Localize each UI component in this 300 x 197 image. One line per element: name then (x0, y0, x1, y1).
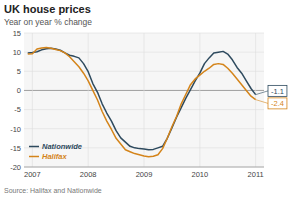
subtitle: Year on year % change (4, 17, 92, 27)
tick-label: 2008 (80, 170, 97, 179)
annotation-connector (256, 100, 268, 104)
tick-label: 0 (17, 86, 21, 95)
tick-label: 2011 (248, 170, 264, 179)
tick-label: 15 (13, 29, 21, 38)
grid-line (199, 33, 200, 167)
tick-label: -10 (10, 125, 21, 134)
legend-entry: Nationwide (42, 142, 82, 151)
grid-line (144, 33, 145, 167)
tick-label: -5 (14, 105, 21, 114)
legend-entry: Halifax (42, 152, 67, 161)
chart: UK house prices Year on year % change Sour… (0, 0, 300, 197)
annotation-box (268, 85, 287, 96)
grid-line (24, 167, 264, 168)
tick-label: -20 (10, 163, 21, 172)
legend-swatch (29, 146, 39, 148)
tick-label: 2009 (136, 170, 153, 179)
tick-label: 5 (17, 67, 21, 76)
legend-swatch (29, 156, 39, 158)
tick-label: 2010 (191, 170, 208, 179)
series-line (28, 48, 256, 157)
tick-label: 10 (13, 48, 21, 57)
lines (28, 48, 256, 157)
annotation: -2.4 (271, 99, 284, 108)
annotation-connector (256, 91, 268, 95)
annotation: -1.1 (271, 87, 284, 96)
plot-area (24, 33, 264, 167)
source: Source: Halifax and Nationwide (4, 187, 102, 194)
x-axis (24, 167, 264, 168)
tick-label: 2007 (24, 170, 41, 179)
grid-line (88, 33, 89, 167)
annotation-box (268, 98, 287, 109)
title: UK house prices (4, 3, 91, 15)
tick-label: -15 (10, 144, 21, 153)
